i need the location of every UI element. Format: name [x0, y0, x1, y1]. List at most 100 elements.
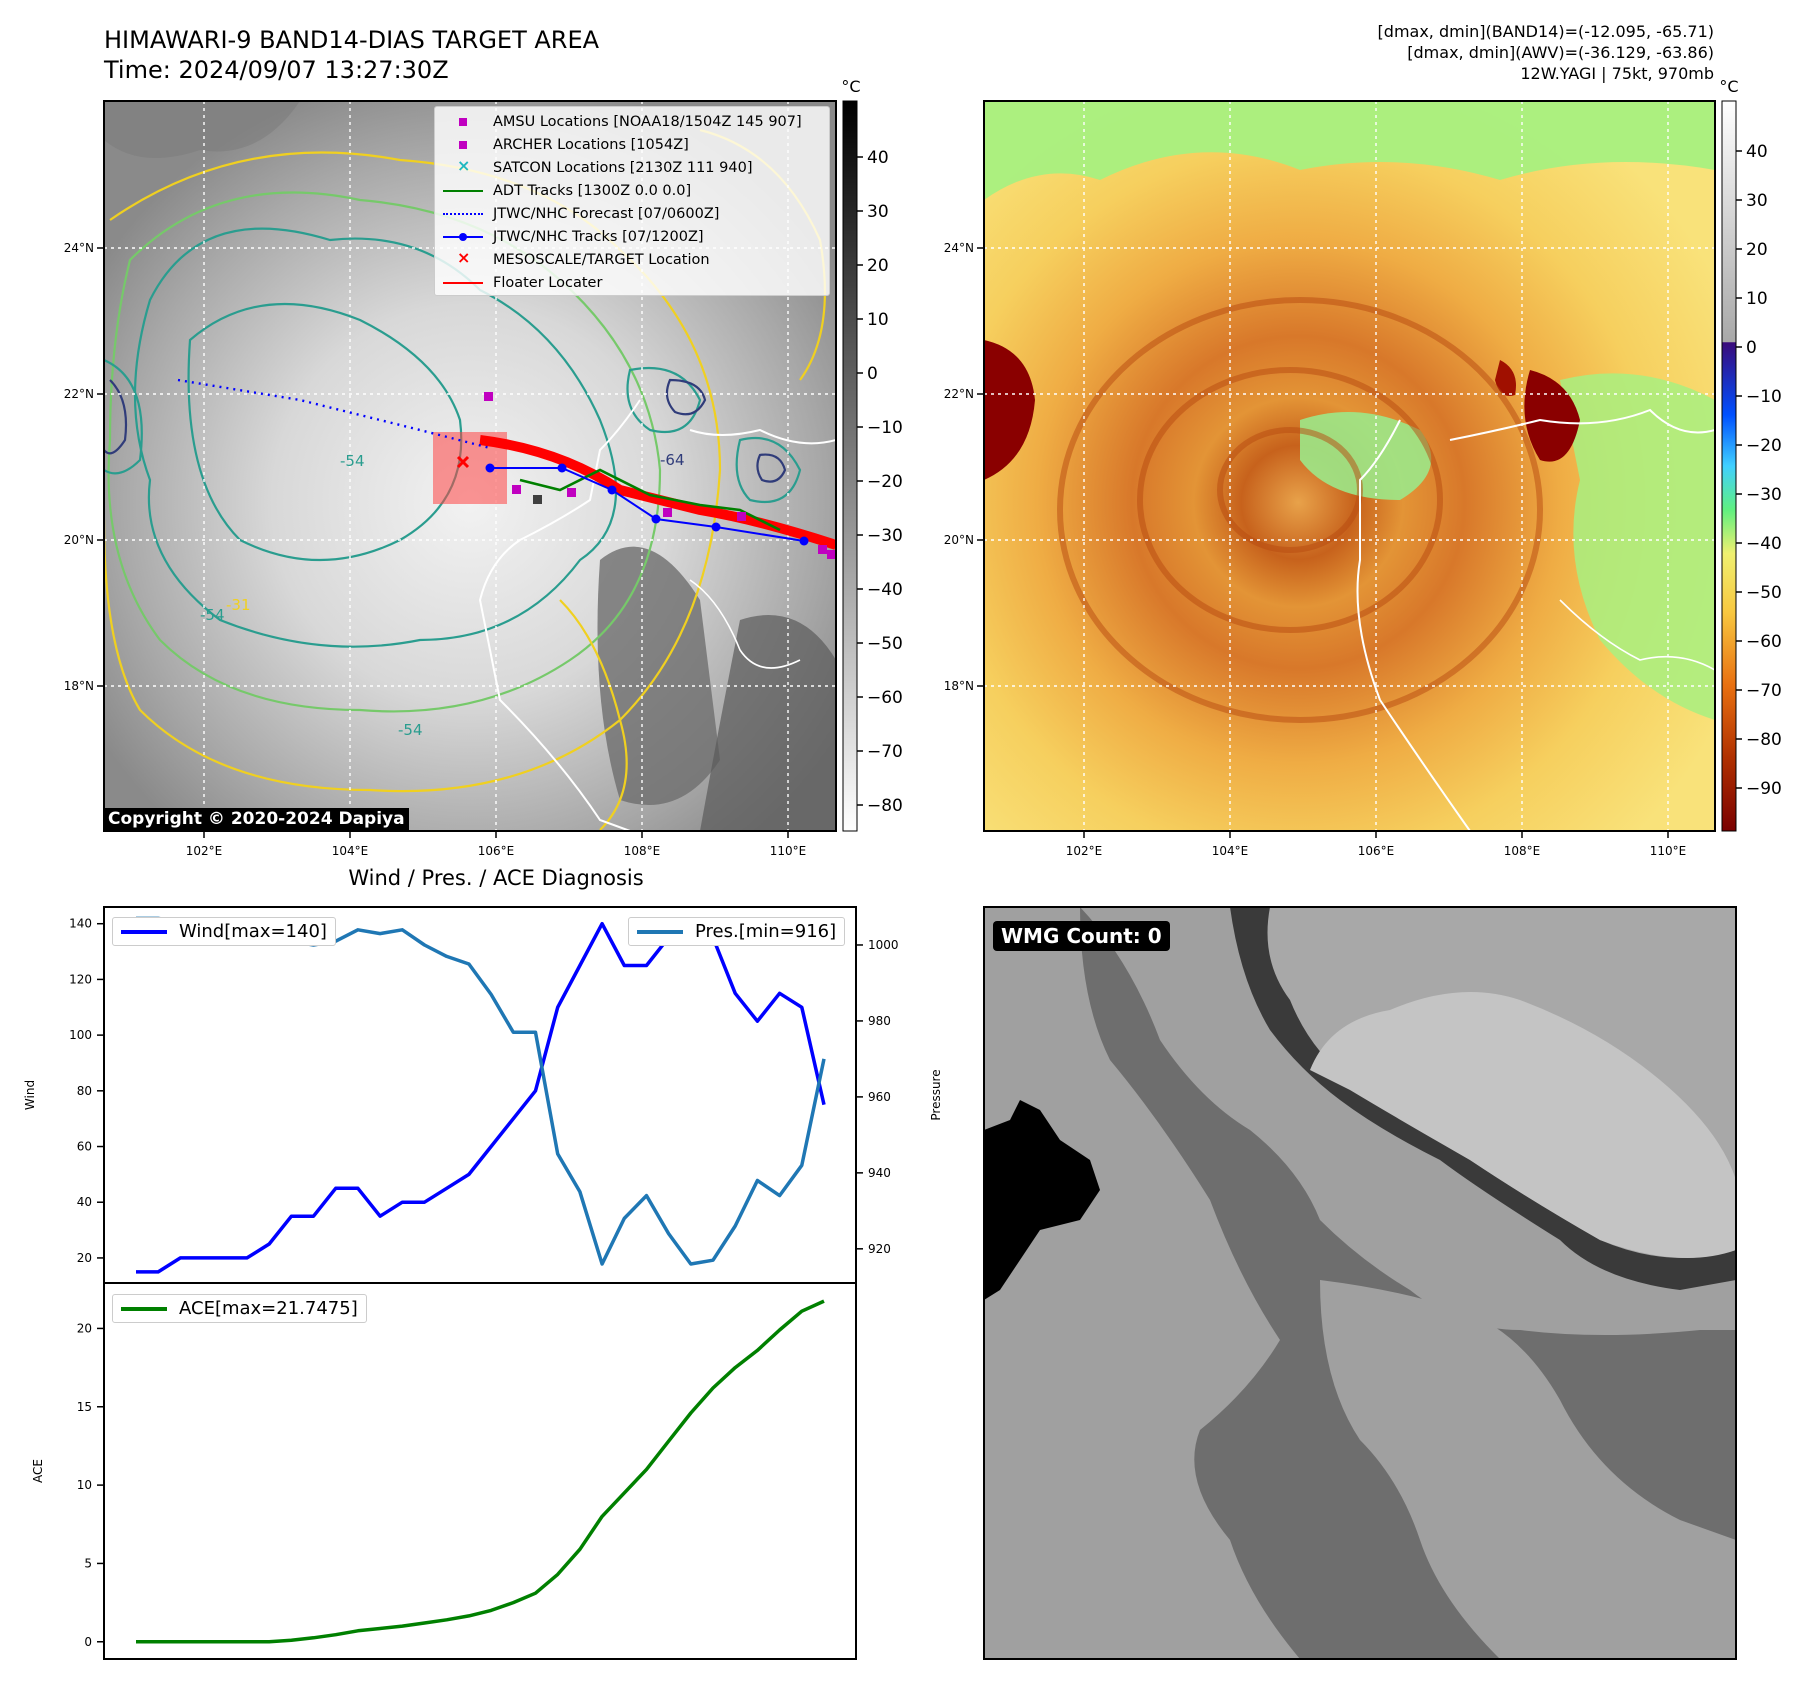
wmg-count-badge: WMG Count: 0 — [993, 921, 1170, 951]
legend-item-adt: ADT Tracks [1300Z 0.0 0.0] — [443, 180, 691, 202]
ace-tick-label: 15 — [77, 1400, 92, 1414]
wind-tick-label: 140 — [69, 917, 92, 931]
band14-colorbar: °C 40 30 20 10 0 −10 −20 −30 −40 −50 −60 −70 −80 — [841, 77, 903, 832]
colorbar-tick-label: 10 — [867, 310, 889, 330]
floater-locater-track — [479, 435, 836, 550]
colorbar-tick-label: 20 — [867, 256, 889, 276]
wind-legend-swatch — [121, 929, 167, 934]
colorbar-tick-label: −10 — [1746, 387, 1782, 407]
lon-tick-label: 102°E — [1066, 844, 1103, 858]
pressure-axis-label: Pressure — [929, 1069, 943, 1120]
adt-track — [519, 468, 781, 532]
lat-tick-label: 18°N — [64, 679, 94, 693]
figure-time: Time: 2024/09/07 13:27:30Z — [104, 56, 449, 84]
pressure-legend-label: Pres.[min=916] — [695, 921, 837, 942]
colorbar-tick-label: 0 — [1746, 338, 1757, 358]
contour-label: -31 — [226, 596, 251, 614]
wind-tick-label: 20 — [77, 1251, 92, 1265]
lon-tick-label: 102°E — [186, 844, 223, 858]
map-legend: AMSU Locations [NOAA18/1504Z 145 907] AR… — [434, 106, 830, 296]
lat-tick-label: 18°N — [944, 679, 974, 693]
lat-tick-label: 20°N — [64, 533, 94, 547]
ace-legend-swatch — [121, 1306, 167, 1311]
lon-tick-label: 106°E — [1358, 844, 1395, 858]
colorbar-unit: °C — [1719, 77, 1738, 96]
pressure-legend: Pres.[min=916] — [628, 917, 846, 946]
legend-item-mesoscale: × MESOSCALE/TARGET Location — [457, 248, 710, 268]
ace-series-line — [136, 1299, 825, 1644]
awv-map-axes: 102°E 104°E 106°E 108°E 110°E 24°N 22°N … — [944, 241, 1687, 858]
colorbar-tick-label: −20 — [1746, 436, 1782, 456]
colorbar-tick-label: −80 — [1746, 730, 1782, 750]
storm-info: 12W.YAGI | 75kt, 970mb — [1520, 64, 1714, 83]
colorbar-tick-label: −80 — [867, 796, 903, 816]
colorbar-tick-label: 20 — [1746, 240, 1768, 260]
lon-tick-label: 108°E — [624, 844, 661, 858]
colorbar-tick-label: −90 — [1746, 779, 1782, 799]
awv-colorbar: °C 40 30 20 10 0 −10 −20 −30 −40 −50 −60 −70 −80 −90 — [1719, 77, 1782, 832]
ace-legend: ACE[max=21.7475] — [112, 1294, 367, 1323]
legend-item-satcon: × SATCON Locations [2130Z 111 940] — [457, 156, 753, 176]
colorbar-tick-label: −40 — [867, 580, 903, 600]
contour-label: -64 — [660, 451, 685, 469]
ace-chart: 0 5 10 15 20 ACE — [31, 1282, 857, 1660]
legend-item-jtwc-forecast: JTWC/NHC Forecast [07/0600Z] — [443, 203, 719, 225]
colorbar-tick-label: −30 — [867, 526, 903, 546]
band14-range-info: [dmax, dmin](BAND14)=(-12.095, -65.71) — [1377, 22, 1714, 41]
colorbar-unit: °C — [841, 77, 860, 96]
contour-label: -54 — [398, 721, 423, 739]
pressure-tick-label: 920 — [868, 1242, 891, 1256]
lat-tick-label: 20°N — [944, 533, 974, 547]
lat-tick-label: 24°N — [64, 241, 94, 255]
lon-tick-label: 104°E — [1212, 844, 1249, 858]
mesoscale-target-marker — [456, 455, 470, 469]
colorbar-tick-label: −20 — [867, 472, 903, 492]
colorbar-tick-label: 30 — [867, 202, 889, 222]
lon-tick-label: 106°E — [478, 844, 515, 858]
lon-tick-label: 110°E — [1650, 844, 1687, 858]
ace-axis-label: ACE — [31, 1459, 45, 1483]
lat-tick-label: 22°N — [944, 387, 974, 401]
colorbar-tick-label: −30 — [1746, 485, 1782, 505]
lat-tick-label: 22°N — [64, 387, 94, 401]
ace-tick-label: 20 — [77, 1321, 92, 1335]
wind-tick-label: 100 — [69, 1028, 92, 1042]
wind-axis-label: Wind — [23, 1080, 37, 1110]
colorbar-tick-label: −70 — [867, 742, 903, 762]
legend-item-floater: Floater Locater — [443, 272, 602, 294]
ace-tick-label: 10 — [77, 1478, 92, 1492]
colorbar-tick-label: 40 — [867, 148, 889, 168]
ace-tick-label: 5 — [84, 1556, 92, 1570]
colorbar-tick-label: −70 — [1746, 681, 1782, 701]
lon-tick-label: 104°E — [332, 844, 369, 858]
pressure-legend-swatch — [637, 929, 683, 934]
pressure-tick-label: 1000 — [868, 938, 899, 952]
colorbar-tick-label: −10 — [867, 418, 903, 438]
colorbar-tick-label: −60 — [1746, 632, 1782, 652]
contour-label: -54 — [340, 452, 365, 470]
ace-tick-label: 0 — [84, 1635, 92, 1649]
colorbar-tick-label: 10 — [1746, 289, 1768, 309]
pressure-tick-label: 980 — [868, 1014, 891, 1028]
colorbar-tick-label: −50 — [867, 634, 903, 654]
colorbar-tick-label: 40 — [1746, 142, 1768, 162]
lon-tick-label: 110°E — [770, 844, 807, 858]
wind-tick-label: 40 — [77, 1195, 92, 1209]
colorbar-tick-label: 30 — [1746, 191, 1768, 211]
wind-legend: Wind[max=140] — [112, 917, 336, 946]
wind-legend-label: Wind[max=140] — [179, 921, 327, 942]
pressure-tick-label: 960 — [868, 1090, 891, 1104]
wind-tick-label: 120 — [69, 972, 92, 986]
jtwc-track — [490, 467, 805, 542]
wind-tick-label: 80 — [77, 1084, 92, 1098]
diagnosis-title: Wind / Pres. / ACE Diagnosis — [348, 866, 643, 890]
lat-tick-label: 24°N — [944, 241, 974, 255]
lon-tick-label: 108°E — [1504, 844, 1541, 858]
ace-legend-label: ACE[max=21.7475] — [179, 1298, 358, 1319]
legend-item-jtwc-tracks: JTWC/NHC Tracks [07/1200Z] — [443, 226, 704, 248]
band14-map-axes: 102°E 104°E 106°E 108°E 110°E 24°N 22°N … — [64, 241, 807, 858]
legend-item-amsu: AMSU Locations [NOAA18/1504Z 145 907] — [443, 111, 802, 133]
contour-label: -54 — [200, 606, 225, 624]
colorbar-tick-label: 0 — [867, 364, 878, 384]
